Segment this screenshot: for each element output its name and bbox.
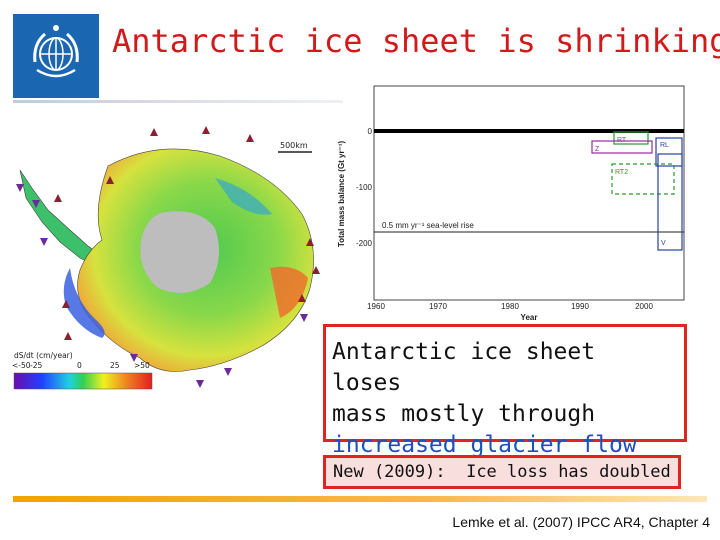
x-tick-label: 1980 bbox=[501, 302, 519, 311]
update-note-box: New (2009): Ice loss has doubled bbox=[323, 455, 681, 489]
colorbar-tick: -25 bbox=[30, 361, 42, 370]
title-divider bbox=[13, 100, 343, 103]
colorbar-tick: 25 bbox=[110, 361, 120, 370]
y-axis-label: Total mass balance (Gt yr⁻¹) bbox=[337, 141, 346, 248]
plot-area bbox=[373, 85, 685, 301]
slide-title: Antarctic ice sheet is shrinking bbox=[112, 22, 720, 60]
x-tick-label: 1990 bbox=[571, 302, 589, 311]
wmo-logo bbox=[13, 14, 99, 98]
scale-bar-label: 500km bbox=[280, 141, 308, 150]
antarctica-elevation-map: 500km dS/dt (cm/year) <-50 -25 0 25 >50 bbox=[10, 118, 330, 400]
callout-line: Antarctic ice sheet loses bbox=[332, 339, 596, 396]
station-markers bbox=[54, 126, 320, 340]
globe-laurel-icon bbox=[33, 25, 79, 78]
y-tick-label: -200 bbox=[356, 239, 373, 248]
data-gap bbox=[140, 211, 219, 293]
footer-bar bbox=[13, 496, 707, 502]
note-text: Ice loss has doubled bbox=[466, 462, 671, 482]
estimate-box-rt bbox=[613, 131, 649, 145]
x-tick-label: 1970 bbox=[429, 302, 447, 311]
y-tick-label: 0 bbox=[368, 127, 373, 136]
callout-line: mass mostly through bbox=[332, 401, 596, 427]
colorbar bbox=[13, 372, 153, 390]
estimate-label: RL bbox=[660, 142, 669, 149]
estimate-label: RT2 bbox=[615, 169, 628, 176]
estimate-label: Z bbox=[595, 146, 600, 153]
estimate-box-z bbox=[591, 140, 653, 154]
x-axis-label: Year bbox=[521, 313, 538, 322]
citation: Lemke et al. (2007) IPCC AR4, Chapter 4 bbox=[452, 514, 710, 530]
estimate-box-rl bbox=[655, 137, 683, 167]
colorbar-tick: >50 bbox=[134, 361, 150, 370]
estimate-box-v bbox=[657, 153, 683, 251]
colorbar-label: dS/dt (cm/year) bbox=[14, 351, 73, 360]
colorbar-tick: 0 bbox=[77, 361, 82, 370]
reference-label: 0.5 mm yr⁻¹ sea-level rise bbox=[382, 221, 474, 230]
y-tick-label: -100 bbox=[356, 183, 373, 192]
antarctic-peninsula bbox=[19, 169, 103, 267]
estimate-label: V bbox=[661, 240, 666, 247]
note-label: New (2009): bbox=[333, 462, 446, 482]
mass-balance-graph: Total mass balance (Gt yr⁻¹) Year 0 -100… bbox=[334, 84, 686, 326]
estimate-box-rt2 bbox=[611, 163, 675, 195]
callout-highlight: increased glacier flow bbox=[332, 432, 637, 458]
x-tick-label: 1960 bbox=[367, 302, 385, 311]
x-tick-label: 2000 bbox=[635, 302, 653, 311]
colorbar-tick: <-50 bbox=[12, 361, 31, 370]
main-callout-box: Antarctic ice sheet loses mass mostly th… bbox=[323, 324, 687, 458]
